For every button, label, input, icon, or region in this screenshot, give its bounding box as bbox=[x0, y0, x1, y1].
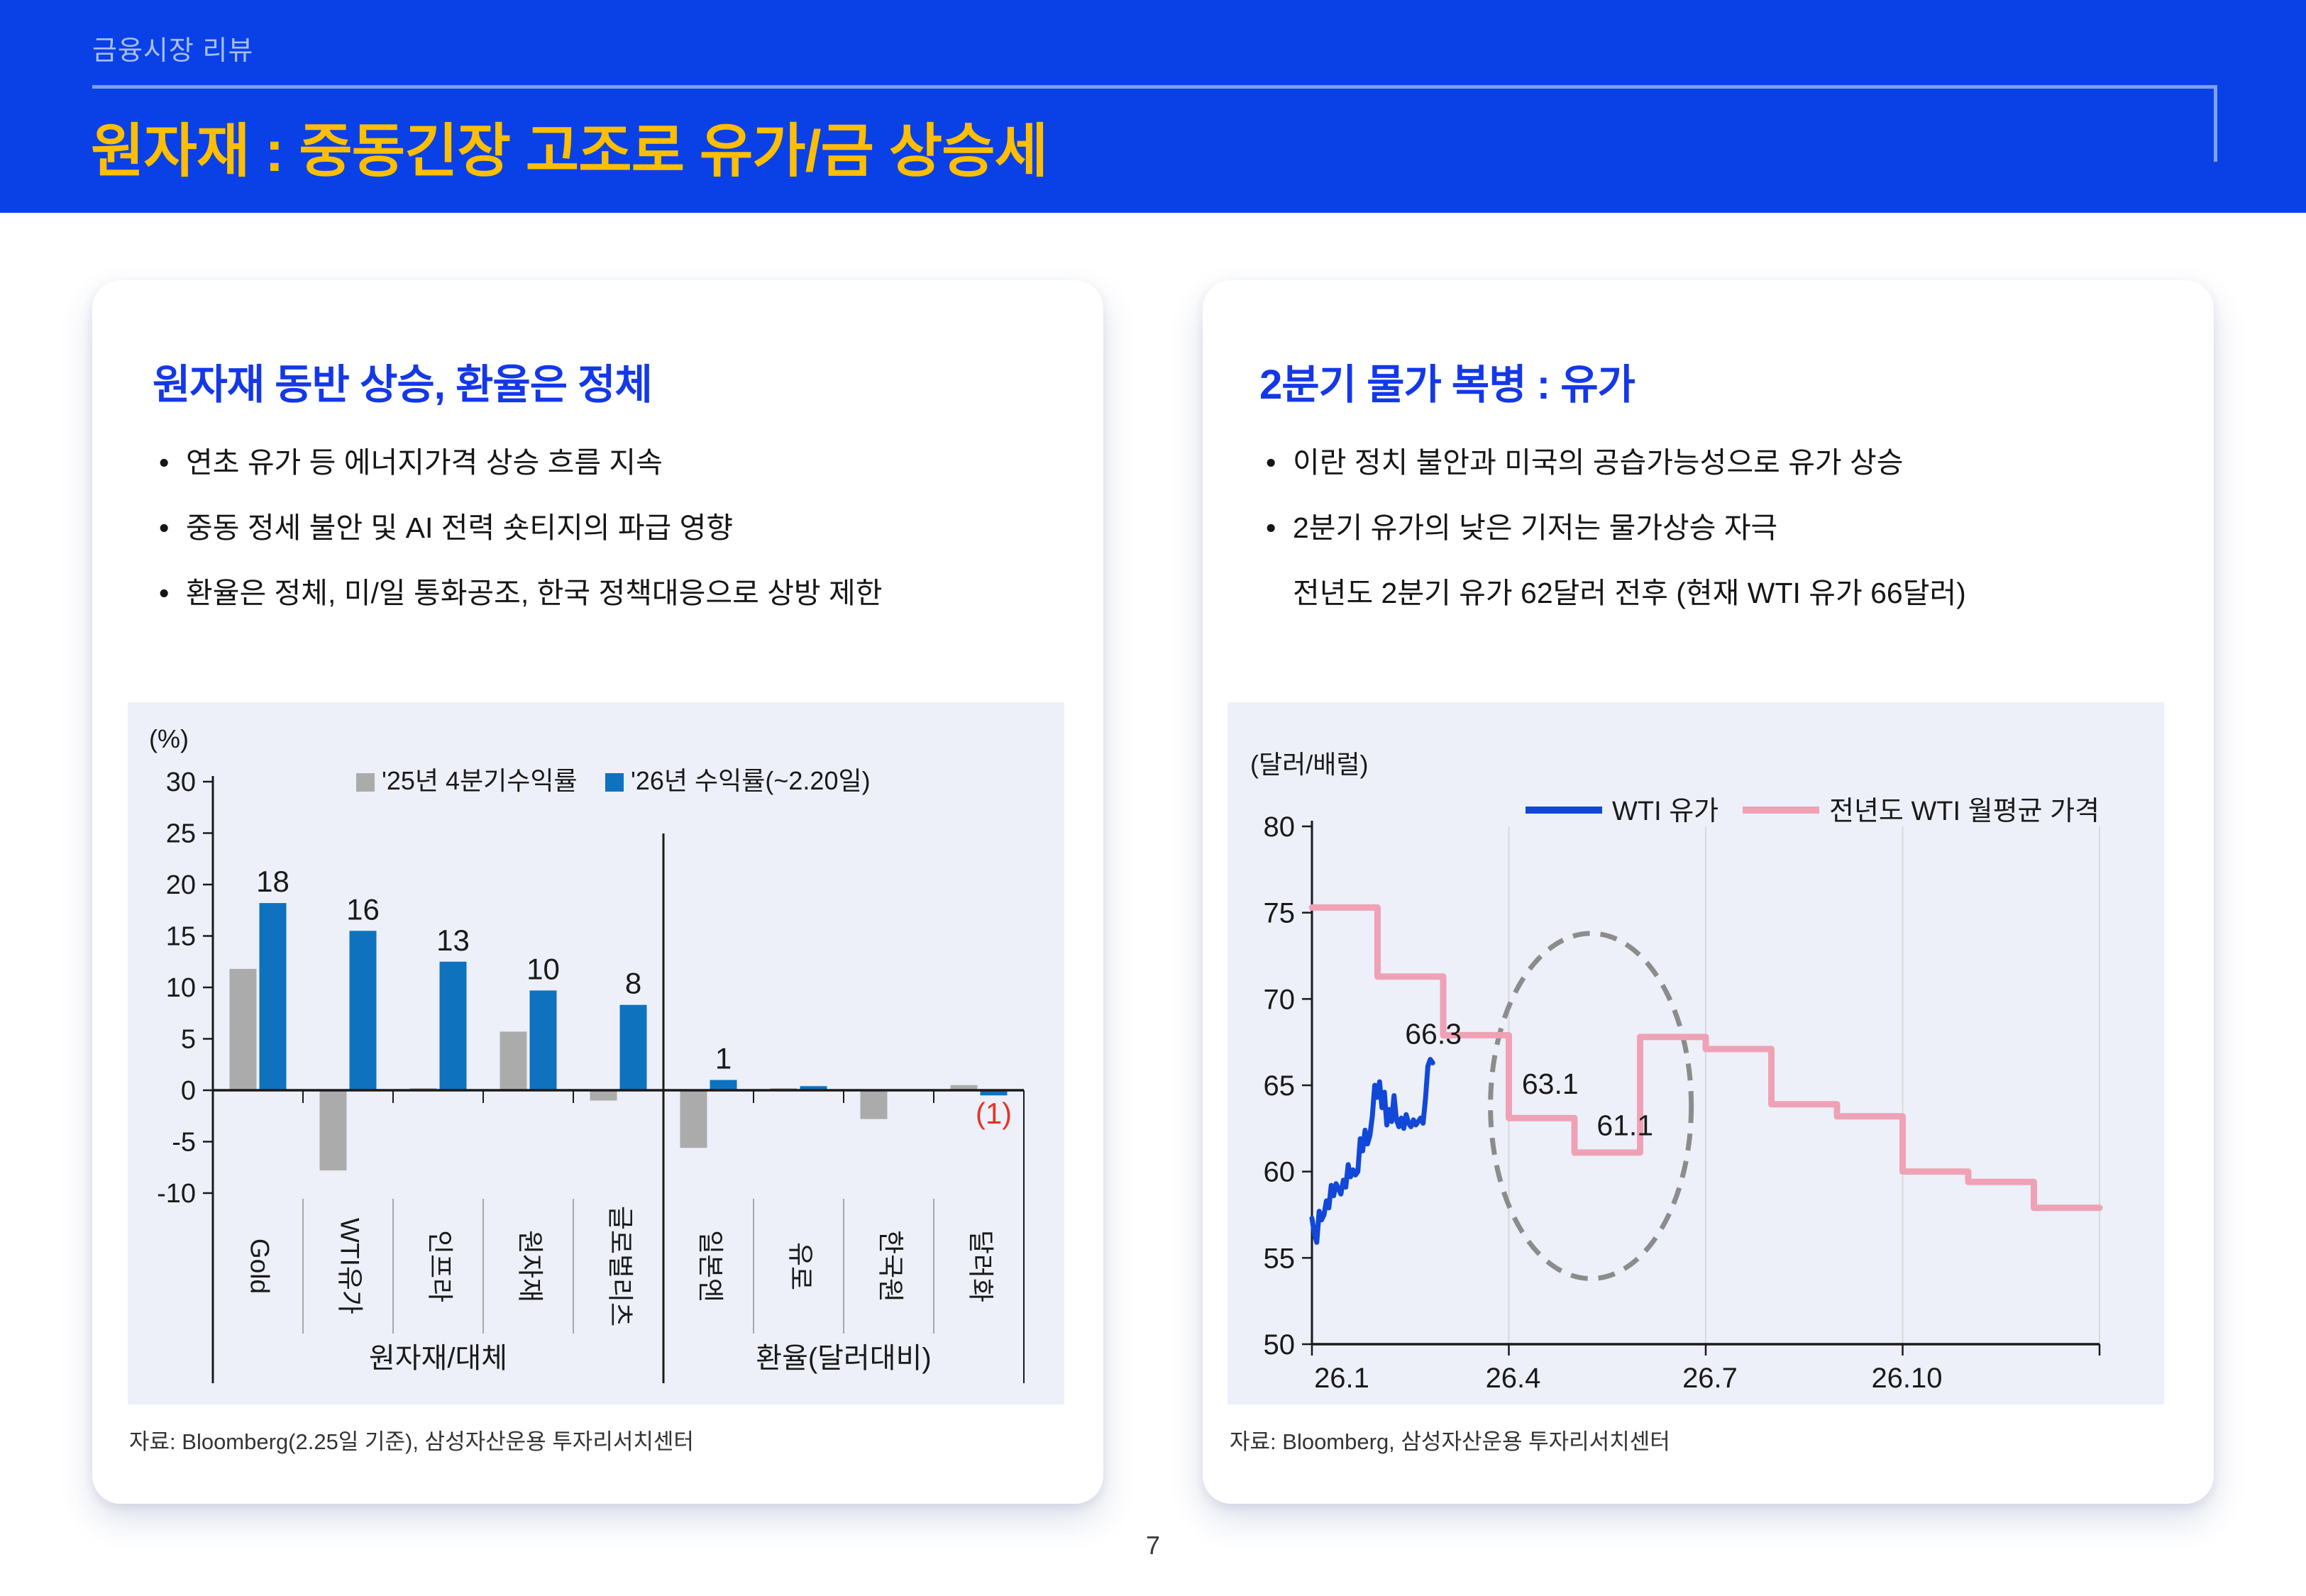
svg-text:30: 30 bbox=[166, 767, 196, 797]
svg-text:글로벌리츠: 글로벌리츠 bbox=[606, 1206, 635, 1326]
svg-text:-10: -10 bbox=[157, 1179, 196, 1209]
svg-text:1: 1 bbox=[715, 1042, 732, 1075]
svg-text:15: 15 bbox=[166, 922, 196, 952]
svg-text:63.1: 63.1 bbox=[1522, 1068, 1579, 1100]
svg-text:75: 75 bbox=[1264, 898, 1296, 929]
left-chart-source: 자료: Bloomberg(2.25일 기준), 삼성자산운용 투자리서치센터 bbox=[129, 1429, 694, 1454]
svg-text:18: 18 bbox=[256, 865, 289, 898]
svg-text:10: 10 bbox=[526, 952, 560, 985]
svg-text:인프라: 인프라 bbox=[426, 1230, 455, 1302]
svg-text:(%): (%) bbox=[149, 724, 189, 753]
svg-text:Gold: Gold bbox=[246, 1238, 275, 1294]
bullet-text: 이란 정치 불안과 미국의 공습가능성으로 유가 상승 bbox=[1293, 446, 1904, 479]
svg-text:55: 55 bbox=[1264, 1243, 1296, 1274]
bullet-item: 이란 정치 불안과 미국의 공습가능성으로 유가 상승 bbox=[1263, 442, 2178, 483]
header-rule-vertical bbox=[2214, 85, 2217, 162]
svg-text:5: 5 bbox=[181, 1025, 196, 1055]
header-kicker: 금융시장 리뷰 bbox=[92, 36, 254, 66]
bullet-text: 전년도 2분기 유가 62달러 전후 (현재 WTI 유가 66달러) bbox=[1293, 577, 1966, 609]
commodity-returns-bar-chart: (%) '25년 4분기수익률 '26년 수익률(~2.20일) 30 25 20 15 10… bbox=[128, 702, 1064, 1404]
svg-text:(달러/배럴): (달러/배럴) bbox=[1250, 750, 1368, 779]
svg-text:환율(달러대비): 환율(달러대비) bbox=[756, 1343, 931, 1374]
left-panel-bullets: 연초 유가 등 에너지가격 상승 흐름 지속 중동 정세 불안 및 AI 전력 … bbox=[156, 442, 1057, 638]
bullet-text: 연초 유가 등 에너지가격 상승 흐름 지속 bbox=[186, 446, 663, 479]
bar-chart-svg: (%)'25년 4분기수익률 '26년 수익률(~2.20일)3025201510… bbox=[149, 724, 1025, 1383]
svg-text:'25년 4분기수익률: '25년 4분기수익률 bbox=[382, 766, 578, 795]
right-panel-bullets: 이란 정치 불안과 미국의 공습가능성으로 유가 상승 2분기 유가의 낮은 기… bbox=[1263, 442, 2178, 638]
svg-text:유로: 유로 bbox=[786, 1242, 815, 1290]
svg-text:50: 50 bbox=[1264, 1329, 1296, 1361]
svg-text:8: 8 bbox=[625, 967, 641, 1000]
svg-text:80: 80 bbox=[1264, 811, 1296, 843]
bullet-item: 2분기 유가의 낮은 기저는 물가상승 자극 bbox=[1263, 507, 2178, 548]
svg-text:26.4: 26.4 bbox=[1486, 1363, 1541, 1394]
svg-text:일본엔: 일본엔 bbox=[696, 1230, 725, 1302]
svg-text:26.7: 26.7 bbox=[1682, 1363, 1738, 1394]
bullet-subline: 전년도 2분기 유가 62달러 전후 (현재 WTI 유가 66달러) bbox=[1263, 572, 2178, 614]
svg-text:한국원: 한국원 bbox=[876, 1230, 905, 1302]
svg-text:원자재/대체: 원자재/대체 bbox=[369, 1343, 507, 1374]
svg-text:원자재: 원자재 bbox=[516, 1230, 545, 1302]
svg-text:70: 70 bbox=[1264, 984, 1296, 1015]
bullet-item: 중동 정세 불안 및 AI 전력 숏티지의 파급 영향 bbox=[156, 507, 1057, 548]
header-rule-horizontal bbox=[92, 85, 2217, 89]
wti-price-line-chart: (달러/배럴) WTI 유가 전년도 WTI 월평균 가격 80 75 70 65 60 55 5… bbox=[1228, 702, 2164, 1404]
right-panel-oil: 2분기 물가 복병 : 유가 이란 정치 불안과 미국의 공습가능성으로 유가 … bbox=[1203, 280, 2214, 1504]
svg-text:10: 10 bbox=[166, 973, 196, 1003]
right-panel-heading: 2분기 물가 복병 : 유가 bbox=[1259, 362, 1635, 408]
slide-header: 금융시장 리뷰 원자재 : 중동긴장 고조로 유가/금 상승세 bbox=[0, 0, 2306, 213]
svg-text:0: 0 bbox=[181, 1076, 196, 1106]
svg-text:65: 65 bbox=[1264, 1070, 1296, 1102]
svg-text:66.3: 66.3 bbox=[1405, 1018, 1462, 1051]
svg-text:'26년 수익률(~2.20일): '26년 수익률(~2.20일) bbox=[631, 766, 871, 795]
bullet-text: 환율은 정체, 미/일 통화공조, 한국 정책대응으로 상방 제한 bbox=[186, 577, 883, 609]
bullet-item: 연초 유가 등 에너지가격 상승 흐름 지속 bbox=[156, 442, 1057, 483]
svg-text:61.1: 61.1 bbox=[1596, 1109, 1653, 1142]
svg-text:60: 60 bbox=[1264, 1157, 1296, 1188]
bullet-text: 2분기 유가의 낮은 기저는 물가상승 자극 bbox=[1293, 511, 1778, 544]
svg-text:13: 13 bbox=[436, 924, 470, 957]
line-chart-svg: (달러/배럴) WTI 유가 전년도 WTI 월평균 가격 80 75 70 65 60 55 5… bbox=[1250, 750, 2103, 1394]
svg-text:전년도 WTI 월평균 가격: 전년도 WTI 월평균 가격 bbox=[1829, 797, 2100, 826]
left-panel-heading: 원자재 동반 상승, 환율은 정체 bbox=[153, 362, 653, 408]
bullet-item: 환율은 정체, 미/일 통화공조, 한국 정책대응으로 상방 제한 bbox=[156, 572, 1057, 614]
svg-text:WTI유가: WTI유가 bbox=[336, 1218, 365, 1314]
left-panel-commodities: 원자재 동반 상승, 환율은 정체 연초 유가 등 에너지가격 상승 흐름 지속… bbox=[92, 280, 1103, 1504]
svg-text:-5: -5 bbox=[172, 1128, 196, 1158]
right-chart-source: 자료: Bloomberg, 삼성자산운용 투자리서치센터 bbox=[1230, 1429, 1670, 1454]
svg-text:20: 20 bbox=[166, 870, 196, 900]
page-title: 원자재 : 중동긴장 고조로 유가/금 상승세 bbox=[91, 119, 1048, 184]
svg-text:26.1: 26.1 bbox=[1314, 1363, 1369, 1394]
svg-text:26.10: 26.10 bbox=[1871, 1363, 1942, 1394]
svg-text:16: 16 bbox=[346, 892, 380, 926]
bullet-text: 중동 정세 불안 및 AI 전력 숏티지의 파급 영향 bbox=[186, 511, 734, 544]
svg-text:(1): (1) bbox=[976, 1097, 1012, 1130]
svg-text:25: 25 bbox=[166, 819, 196, 849]
svg-text:WTI 유가: WTI 유가 bbox=[1612, 797, 1719, 826]
svg-text:달러화: 달러화 bbox=[966, 1230, 995, 1302]
page-number: 7 bbox=[1145, 1531, 1161, 1560]
